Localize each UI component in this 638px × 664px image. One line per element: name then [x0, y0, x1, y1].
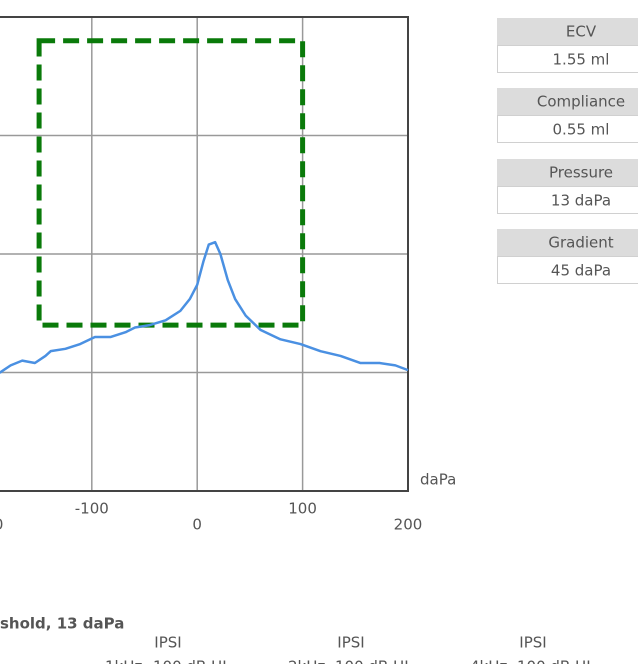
level-label: 100 dB HL: [517, 658, 595, 664]
panel-value: 13 daPa: [551, 192, 611, 210]
panel-label: ECV: [566, 23, 597, 41]
panel-value-box: [497, 256, 638, 284]
compliance-region: [36, 38, 306, 328]
panel-label: Gradient: [548, 234, 613, 252]
frequency-label: 2kHz: [288, 658, 326, 664]
panel-value: 45 daPa: [551, 262, 611, 280]
x-tick-label: 100: [288, 500, 317, 518]
panel-header: [497, 229, 638, 256]
panel-value-box: [497, 115, 638, 143]
x-tick-label: 200: [394, 516, 423, 534]
x-axis-label: daPa: [420, 471, 456, 489]
frequency-label: 4kHz: [470, 658, 508, 664]
panel-label: Compliance: [537, 93, 625, 111]
footer-title: shold, 13 daPa: [0, 615, 124, 633]
channel-label: IPSI: [154, 634, 181, 652]
level-label: 100 dB HL: [335, 658, 413, 664]
panel-value: 0.55 ml: [553, 121, 610, 139]
panel-value: 1.55 ml: [553, 51, 610, 69]
plot-frame: [0, 16, 409, 492]
tympanogram-curve: [0, 240, 409, 374]
channel-label: IPSI: [519, 634, 546, 652]
panel-value-box: [497, 45, 638, 73]
frequency-label: 1kHz: [105, 658, 143, 664]
panel-header: [497, 18, 638, 45]
panel-value-box: [497, 186, 638, 214]
level-label: 100 dB HL: [153, 658, 231, 664]
panel-header: [497, 88, 638, 115]
channel-label: IPSI: [337, 634, 364, 652]
x-tick-label: 0: [192, 516, 202, 534]
x-tick-label: -100: [75, 500, 109, 518]
panel-header: [497, 159, 638, 186]
panel-label: Pressure: [549, 164, 613, 182]
x-tick-label: -200: [0, 516, 3, 534]
